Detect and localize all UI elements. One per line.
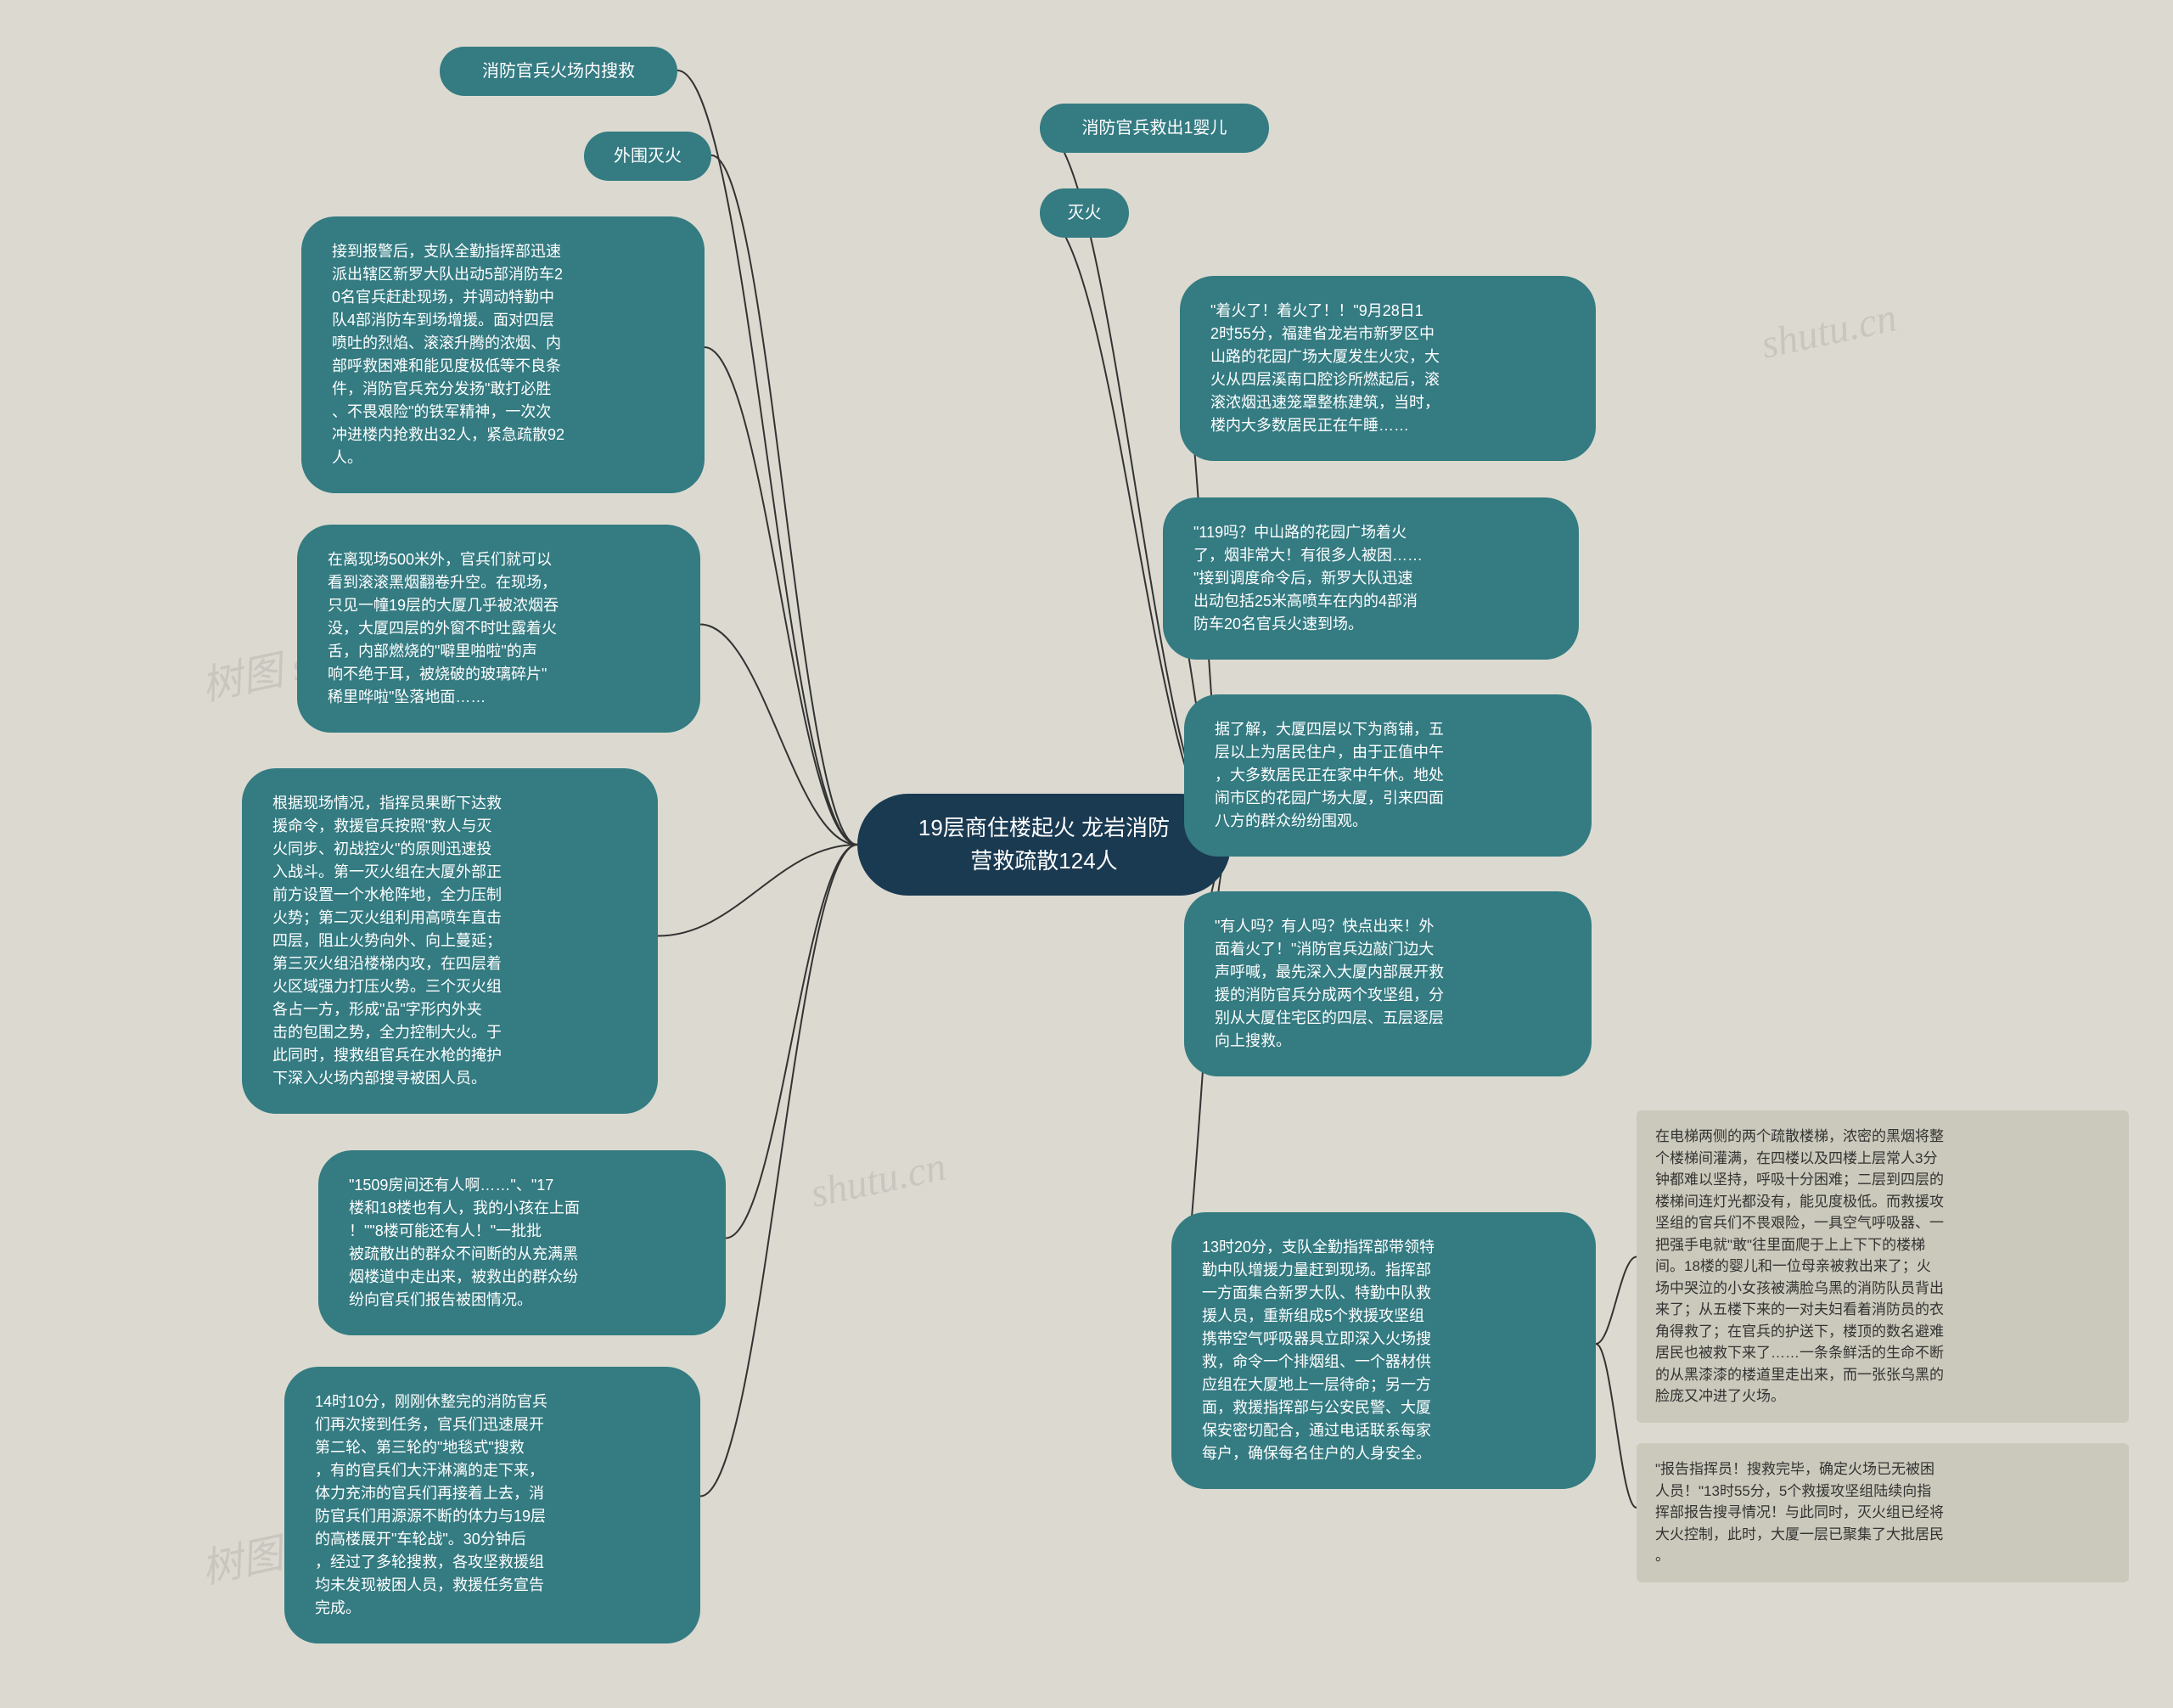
node-text: "119吗？中山路的花园广场着火 了，烟非常大！有很多人被困…… "接到调度命令… xyxy=(1193,521,1423,636)
node-text: "1509房间还有人啊……"、"17 楼和18楼也有人，我的小孩在上面 ！""8… xyxy=(349,1174,580,1312)
node-text: 14时10分，刚刚休整完的消防官兵 们再次接到任务，官兵们迅速展开 第二轮、第三… xyxy=(315,1391,547,1620)
node-text: "报告指挥员！搜救完毕，确定火场已无被困 人员！"13时55分，5个救援攻坚组陆… xyxy=(1655,1458,1944,1567)
mindmap-node-r2: 灭火 xyxy=(1040,188,1129,238)
mindmap-node-l4: 在离现场500米外，官兵们就可以 看到滚滚黑烟翻卷升空。在现场， 只见一幢19层… xyxy=(297,525,700,733)
node-text: 灭火 xyxy=(1068,200,1102,226)
edge xyxy=(711,155,857,845)
mindmap-node-r6: "有人吗？有人吗？快点出来！外 面着火了！"消防官兵边敲门边大 声呼喊，最先深入… xyxy=(1184,891,1592,1076)
mindmap-node-r4: "119吗？中山路的花园广场着火 了，烟非常大！有很多人被困…… "接到调度命令… xyxy=(1163,497,1579,660)
edge xyxy=(726,845,857,1239)
mindmap-node-r1: 消防官兵救出1婴儿 xyxy=(1040,104,1269,153)
node-text: 根据现场情况，指挥员果断下达救 援命令，救援官兵按照"救人与灭 火同步、初战控火… xyxy=(272,792,502,1090)
node-text: 接到报警后，支队全勤指挥部迅速 派出辖区新罗大队出动5部消防车2 0名官兵赶赴现… xyxy=(332,240,564,469)
edge xyxy=(1596,1257,1637,1345)
mindmap-node-s2: "报告指挥员！搜救完毕，确定火场已无被困 人员！"13时55分，5个救援攻坚组陆… xyxy=(1637,1443,2129,1582)
node-text: 13时20分，支队全勤指挥部带领特 勤中队增援力量赶到现场。指挥部 一方面集合新… xyxy=(1202,1236,1435,1465)
node-text: 19层商住楼起火 龙岩消防 营救疏散124人 xyxy=(918,812,1170,878)
mindmap-canvas: 19层商住楼起火 龙岩消防 营救疏散124人 消防官兵火场内搜救外围灭火接到报警后… xyxy=(0,0,2173,1708)
mindmap-node-l3: 接到报警后，支队全勤指挥部迅速 派出辖区新罗大队出动5部消防车2 0名官兵赶赴现… xyxy=(301,216,705,493)
mindmap-node-l6: "1509房间还有人啊……"、"17 楼和18楼也有人，我的小孩在上面 ！""8… xyxy=(318,1150,726,1335)
mindmap-node-center: 19层商住楼起火 龙岩消防 营救疏散124人 xyxy=(857,794,1231,896)
edge xyxy=(700,845,857,1497)
node-text: 在电梯两侧的两个疏散楼梯，浓密的黑烟将整 个楼梯间灌满，在四楼以及四楼上层常人3… xyxy=(1655,1126,1944,1407)
mindmap-node-l1: 消防官兵火场内搜救 xyxy=(440,47,677,96)
mindmap-node-r7: 13时20分，支队全勤指挥部带领特 勤中队增援力量赶到现场。指挥部 一方面集合新… xyxy=(1171,1212,1596,1489)
node-text: 消防官兵救出1婴儿 xyxy=(1081,115,1227,141)
mindmap-node-r3: "着火了！着火了！！"9月28日1 2时55分，福建省龙岩市新罗区中 山路的花园… xyxy=(1180,276,1596,461)
mindmap-node-r5: 据了解，大厦四层以下为商铺，五 层以上为居民住户，由于正值中午 ，大多数居民正在… xyxy=(1184,694,1592,857)
edge xyxy=(1596,1344,1637,1508)
node-text: "有人吗？有人吗？快点出来！外 面着火了！"消防官兵边敲门边大 声呼喊，最先深入… xyxy=(1215,915,1444,1053)
mindmap-node-l7: 14时10分，刚刚休整完的消防官兵 们再次接到任务，官兵们迅速展开 第二轮、第三… xyxy=(284,1367,700,1643)
edge xyxy=(700,625,857,846)
node-text: 在离现场500米外，官兵们就可以 看到滚滚黑烟翻卷升空。在现场， 只见一幢19层… xyxy=(328,548,559,709)
node-text: 外围灭火 xyxy=(614,143,682,169)
mindmap-node-l2: 外围灭火 xyxy=(584,132,711,181)
mindmap-node-s1: 在电梯两侧的两个疏散楼梯，浓密的黑烟将整 个楼梯间灌满，在四楼以及四楼上层常人3… xyxy=(1637,1110,2129,1423)
node-text: 据了解，大厦四层以下为商铺，五 层以上为居民住户，由于正值中午 ，大多数居民正在… xyxy=(1215,718,1444,833)
node-text: "着火了！着火了！！"9月28日1 2时55分，福建省龙岩市新罗区中 山路的花园… xyxy=(1210,300,1440,437)
mindmap-node-l5: 根据现场情况，指挥员果断下达救 援命令，救援官兵按照"救人与灭 火同步、初战控火… xyxy=(242,768,658,1114)
edge xyxy=(705,347,857,845)
node-text: 消防官兵火场内搜救 xyxy=(482,59,635,84)
